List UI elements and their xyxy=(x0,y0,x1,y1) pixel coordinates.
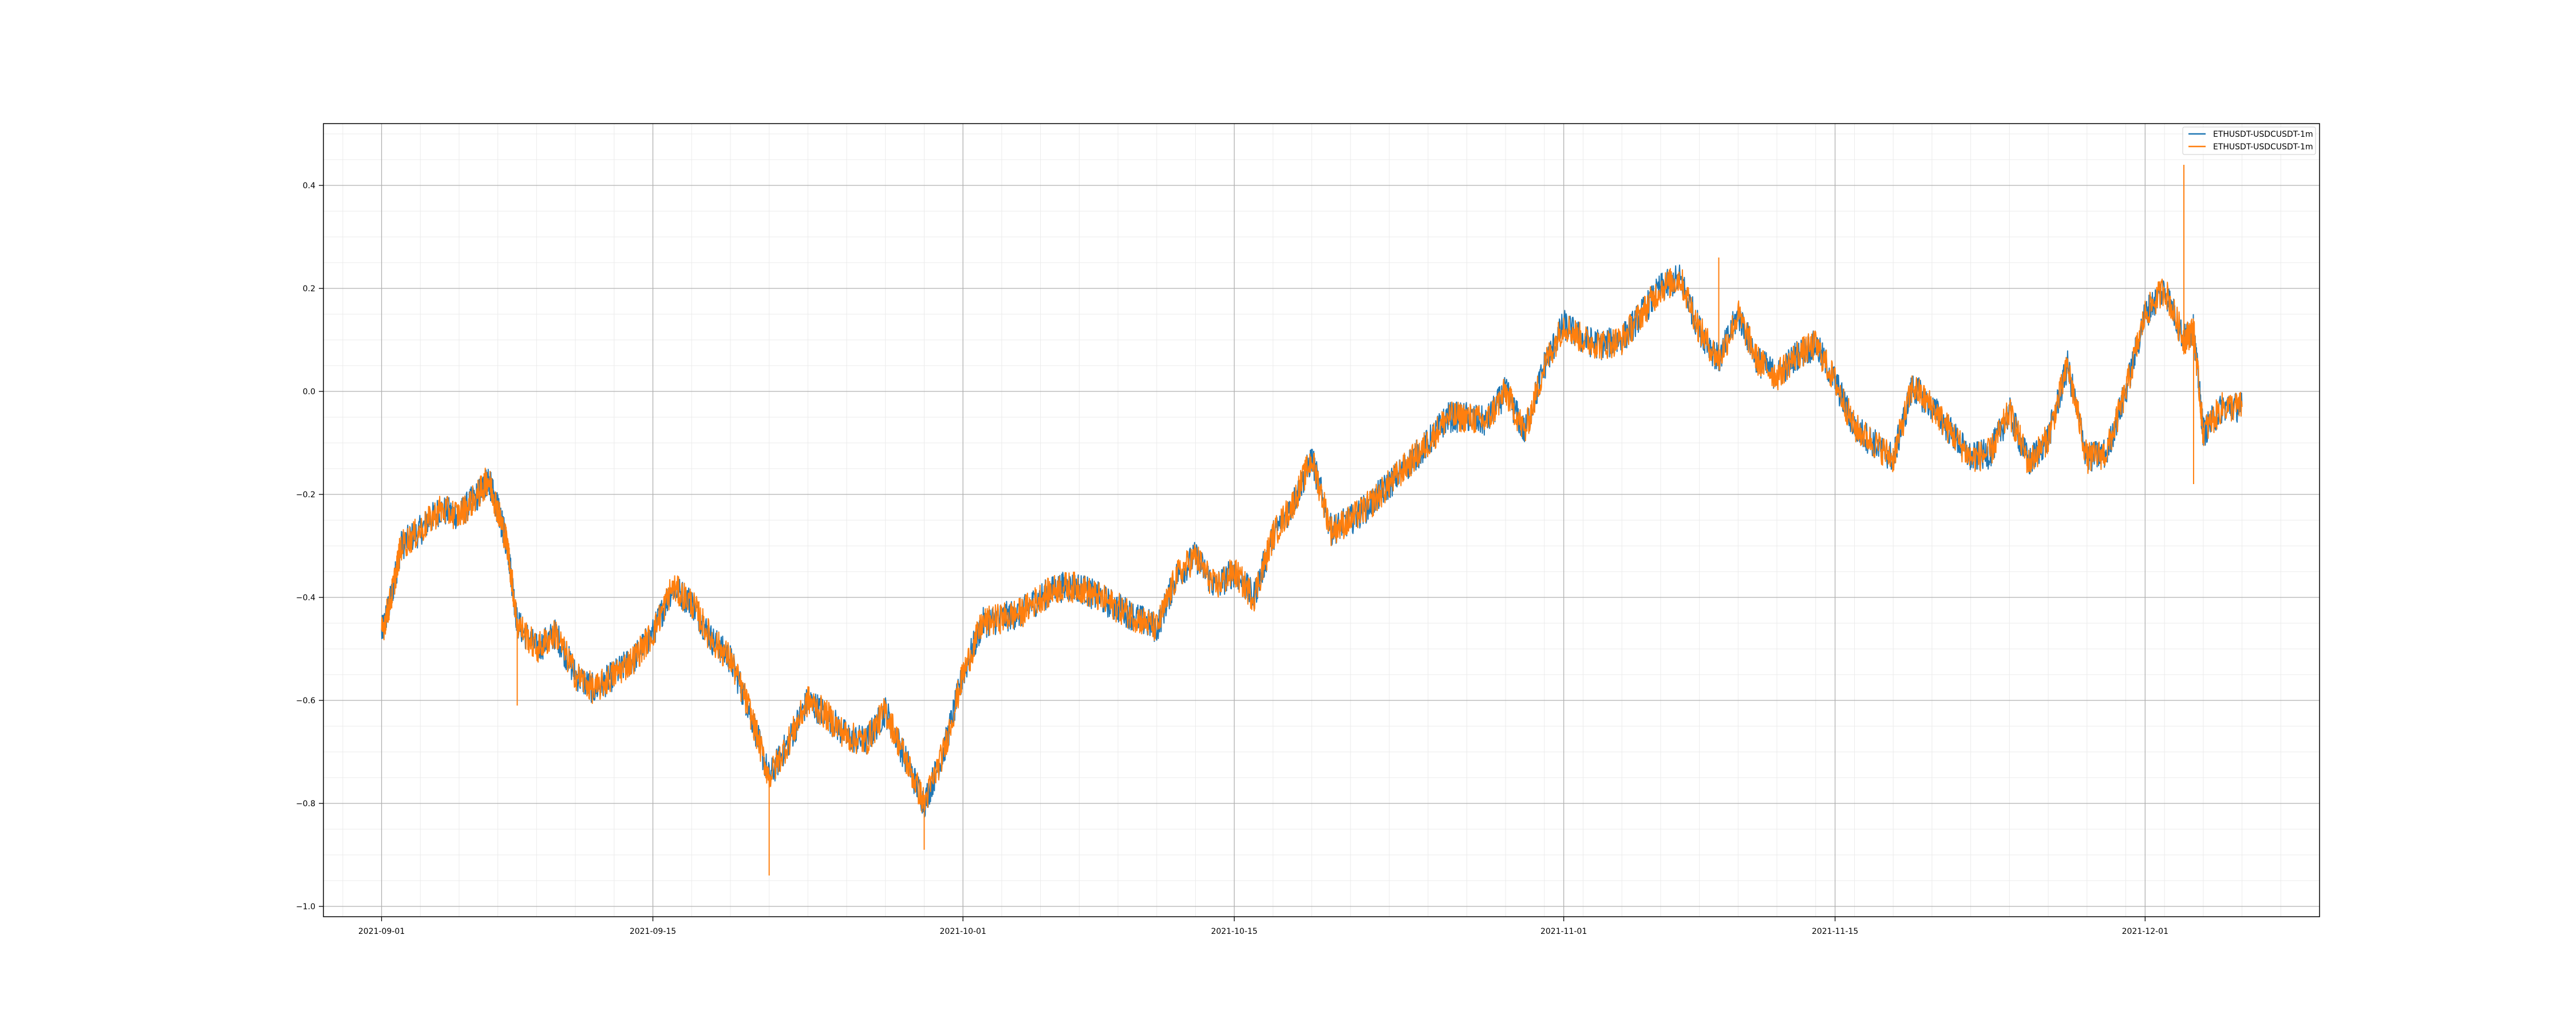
y-tick-label: −0.6 xyxy=(296,696,315,706)
y-tick-label: 0.2 xyxy=(303,284,315,294)
major-grid xyxy=(323,124,2320,917)
x-tick-label: 2021-11-01 xyxy=(1540,927,1587,936)
x-axis: 2021-09-01 2021-09-15 2021-10-01 2021-10-15… xyxy=(358,917,2168,936)
y-tick-label: 0.0 xyxy=(303,387,315,397)
plot-frame xyxy=(323,123,2320,917)
series-layer xyxy=(381,165,2243,876)
x-tick-label: 2021-09-01 xyxy=(358,927,405,936)
y-tick-label: −0.8 xyxy=(296,799,315,809)
y-tick-label: 0.4 xyxy=(303,181,315,191)
x-tick-label: 2021-12-01 xyxy=(2122,927,2168,936)
legend-box xyxy=(2182,126,2316,155)
legend-label-series-2: ETHUSDT-USDCUSDT-1m xyxy=(2213,142,2313,152)
y-tick-label: −0.2 xyxy=(296,490,315,500)
legend: ETHUSDT-USDCUSDT-1m ETHUSDT-USDCUSDT-1m xyxy=(2182,126,2316,155)
x-tick-label: 2021-11-15 xyxy=(1812,927,1858,936)
y-tick-label: −1.0 xyxy=(296,902,315,912)
series-line-2 xyxy=(381,268,2243,813)
y-axis: −1.0 −0.8 −0.6 −0.4 −0.2 0.0 0.2 0.4 xyxy=(296,181,323,912)
legend-label-series-1: ETHUSDT-USDCUSDT-1m xyxy=(2213,130,2313,139)
y-tick-label: −0.4 xyxy=(296,593,315,603)
x-tick-label: 2021-09-15 xyxy=(630,927,676,936)
x-tick-label: 2021-10-01 xyxy=(940,927,986,936)
x-tick-label: 2021-10-15 xyxy=(1211,927,1257,936)
